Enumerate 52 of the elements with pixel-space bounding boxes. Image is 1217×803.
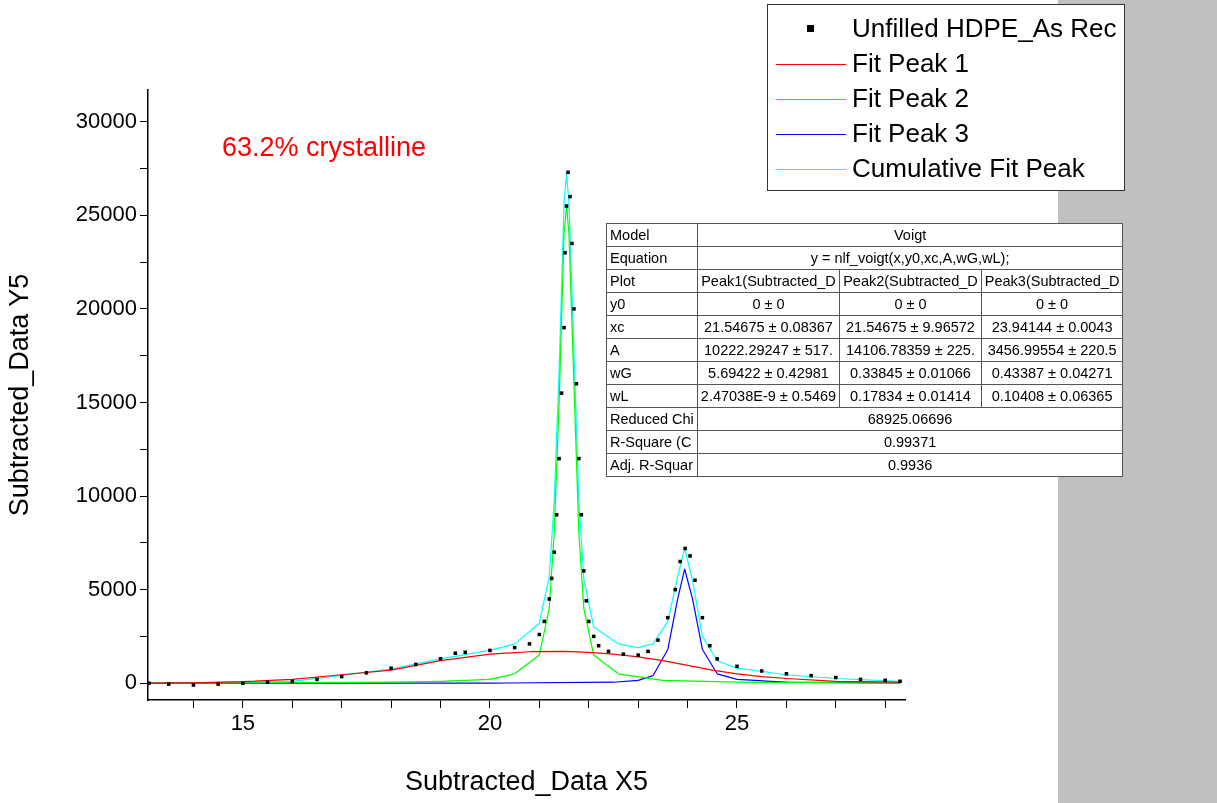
y-tick-label: 5000: [88, 575, 137, 601]
legend-label: Fit Peak 2: [852, 83, 970, 114]
y-axis-title: Subtracted_Data Y5: [3, 273, 34, 517]
annotation: Voigt: [697, 223, 1123, 247]
annotation: Peak2(Subtracted_D: [839, 269, 982, 293]
annotation: 0.9936: [697, 453, 1123, 477]
annotation: Plot: [606, 269, 698, 293]
annotation: Peak1(Subtracted_D: [697, 269, 840, 293]
annotation: xc: [606, 315, 698, 339]
text: 0.10408 ± 0.06365: [981, 384, 1123, 408]
annotation: 21.54675 ± 9.96572: [839, 315, 982, 339]
x-tick-label: 25: [724, 710, 750, 736]
text: 3456.99554 ± 220.5: [981, 338, 1123, 362]
y-tick-label: 10000: [75, 482, 137, 508]
x-tick-label: 15: [230, 710, 256, 736]
legend-label: Fit Peak 3: [852, 118, 970, 149]
y-tick-label: 0: [124, 669, 137, 695]
annotation: 0 ± 0: [697, 292, 840, 316]
annotation: wG: [606, 361, 698, 385]
annotation: y = nlf_voigt(x,y0,xc,A,wG,wL);: [697, 246, 1123, 270]
y-tick-label: 30000: [75, 107, 137, 133]
annotation: 5.69422 ± 0.42981: [697, 361, 840, 385]
legend-label: Cumulative Fit Peak: [852, 153, 1085, 184]
text: 0 ± 0: [981, 292, 1123, 316]
annotation: 0.17834 ± 0.01414: [839, 384, 982, 408]
x-tick-label: 20: [477, 710, 503, 736]
legend-label: Unfilled HDPE_As Rec: [852, 13, 1117, 44]
annotation: 10222.29247 ± 517.: [697, 338, 840, 362]
text: Peak3(Subtracted_D: [981, 269, 1123, 293]
annotation: 2.47038E-9 ± 0.5469: [697, 384, 840, 408]
x-axis-title: Subtracted_Data X5: [404, 766, 649, 797]
annotation: 0.99371: [697, 430, 1123, 454]
y-tick-label: 25000: [75, 201, 137, 227]
annotation: Model: [606, 223, 698, 247]
annotation: R-Square (C: [606, 430, 698, 454]
annotation: 0 ± 0: [839, 292, 982, 316]
text: 0.43387 ± 0.04271: [981, 361, 1123, 385]
legend-label: Fit Peak 1: [852, 48, 970, 79]
annotation: Reduced Chi: [606, 407, 698, 431]
annotation: 21.54675 ± 0.08367: [697, 315, 840, 339]
annotation: 0.33845 ± 0.01066: [839, 361, 982, 385]
annotation: Equation: [606, 246, 698, 270]
annotation: 68925.06696: [697, 407, 1123, 431]
annotation: A: [606, 338, 698, 362]
annotation: 63.2% crystalline: [222, 132, 427, 163]
annotation: Adj. R-Squar: [606, 453, 698, 477]
annotation: wL: [606, 384, 698, 408]
y-tick-label: 15000: [75, 388, 137, 414]
annotation: 14106.78359 ± 225.: [839, 338, 982, 362]
y-tick-label: 20000: [75, 294, 137, 320]
annotation: y0: [606, 292, 698, 316]
text: 23.94144 ± 0.0043: [981, 315, 1123, 339]
